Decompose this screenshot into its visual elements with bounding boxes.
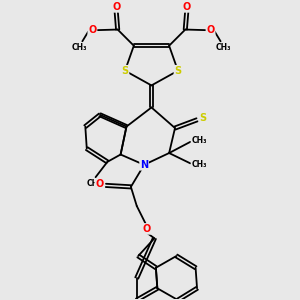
Text: CH₃: CH₃: [191, 160, 207, 169]
Text: N: N: [140, 160, 148, 170]
Text: CH₃: CH₃: [216, 43, 231, 52]
Text: O: O: [112, 2, 120, 12]
Text: CH₃: CH₃: [86, 179, 102, 188]
Text: O: O: [143, 224, 151, 234]
Text: CH₃: CH₃: [72, 43, 87, 52]
Text: S: S: [122, 66, 129, 76]
Text: CH₃: CH₃: [191, 136, 207, 145]
Text: O: O: [95, 179, 104, 189]
Text: O: O: [183, 2, 191, 12]
Text: O: O: [206, 25, 215, 35]
Text: S: S: [174, 66, 182, 76]
Text: O: O: [88, 25, 97, 35]
Text: S: S: [200, 113, 206, 123]
